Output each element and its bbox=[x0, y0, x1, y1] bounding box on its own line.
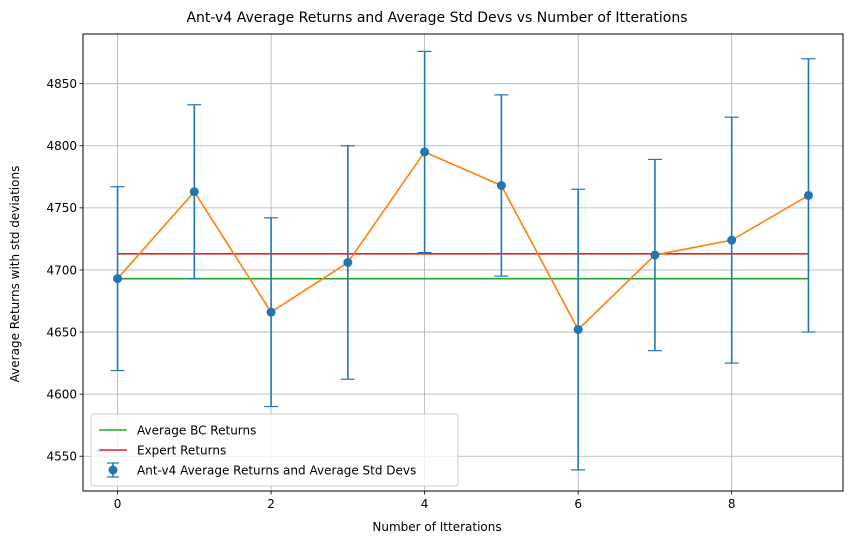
chart-title: Ant-v4 Average Returns and Average Std D… bbox=[186, 10, 687, 26]
horizontal-lines bbox=[117, 253, 809, 280]
x-axis-ticks: 0 2 4 6 8 bbox=[114, 491, 736, 511]
data-points bbox=[113, 147, 813, 335]
legend-entry-average-returns: Ant-v4 Average Returns and Average Std D… bbox=[107, 462, 416, 478]
x-tick-label: 6 bbox=[574, 497, 582, 511]
data-point bbox=[266, 307, 276, 317]
legend: Average BC Returns Expert Returns Ant-v4 A… bbox=[90, 413, 459, 487]
legend-swatch-marker bbox=[108, 465, 118, 475]
data-point bbox=[650, 250, 660, 260]
plot-area-frame bbox=[82, 33, 844, 492]
data-point bbox=[727, 235, 737, 245]
legend-box bbox=[90, 413, 459, 487]
legend-entry-average-bc-returns: Average BC Returns bbox=[99, 423, 256, 437]
data-point bbox=[343, 258, 353, 267]
x-tick-label: 8 bbox=[728, 497, 736, 511]
x-tick-label: 4 bbox=[421, 497, 429, 511]
y-tick-label: 4700 bbox=[46, 263, 77, 277]
y-tick-label: 4550 bbox=[46, 450, 77, 464]
legend-label: Average BC Returns bbox=[137, 423, 256, 437]
data-point bbox=[113, 274, 123, 284]
y-tick-label: 4850 bbox=[46, 77, 77, 91]
line-series bbox=[116, 150, 809, 331]
y-tick-label: 4750 bbox=[46, 201, 77, 215]
y-axis-ticks: 4550 4600 4650 4700 4750 4800 4850 bbox=[46, 77, 83, 464]
y-tick-label: 4650 bbox=[46, 325, 77, 339]
x-tick-label: 2 bbox=[267, 497, 275, 511]
data-point bbox=[496, 181, 506, 191]
data-point bbox=[189, 187, 199, 197]
y-tick-label: 4600 bbox=[46, 387, 77, 401]
y-tick-label: 4800 bbox=[46, 139, 77, 153]
y-axis-label: Average Returns with std deviations bbox=[8, 166, 22, 383]
legend-label: Expert Returns bbox=[137, 443, 226, 457]
returns-connecting-line bbox=[116, 150, 809, 331]
data-point bbox=[803, 190, 813, 200]
data-point bbox=[573, 325, 583, 335]
x-axis-label: Number of Itterations bbox=[372, 520, 501, 534]
legend-label: Ant-v4 Average Returns and Average Std D… bbox=[137, 463, 416, 477]
x-tick-label: 0 bbox=[114, 497, 122, 511]
legend-entry-expert-returns: Expert Returns bbox=[99, 443, 226, 457]
data-point bbox=[420, 147, 430, 157]
error-bars bbox=[110, 50, 816, 471]
